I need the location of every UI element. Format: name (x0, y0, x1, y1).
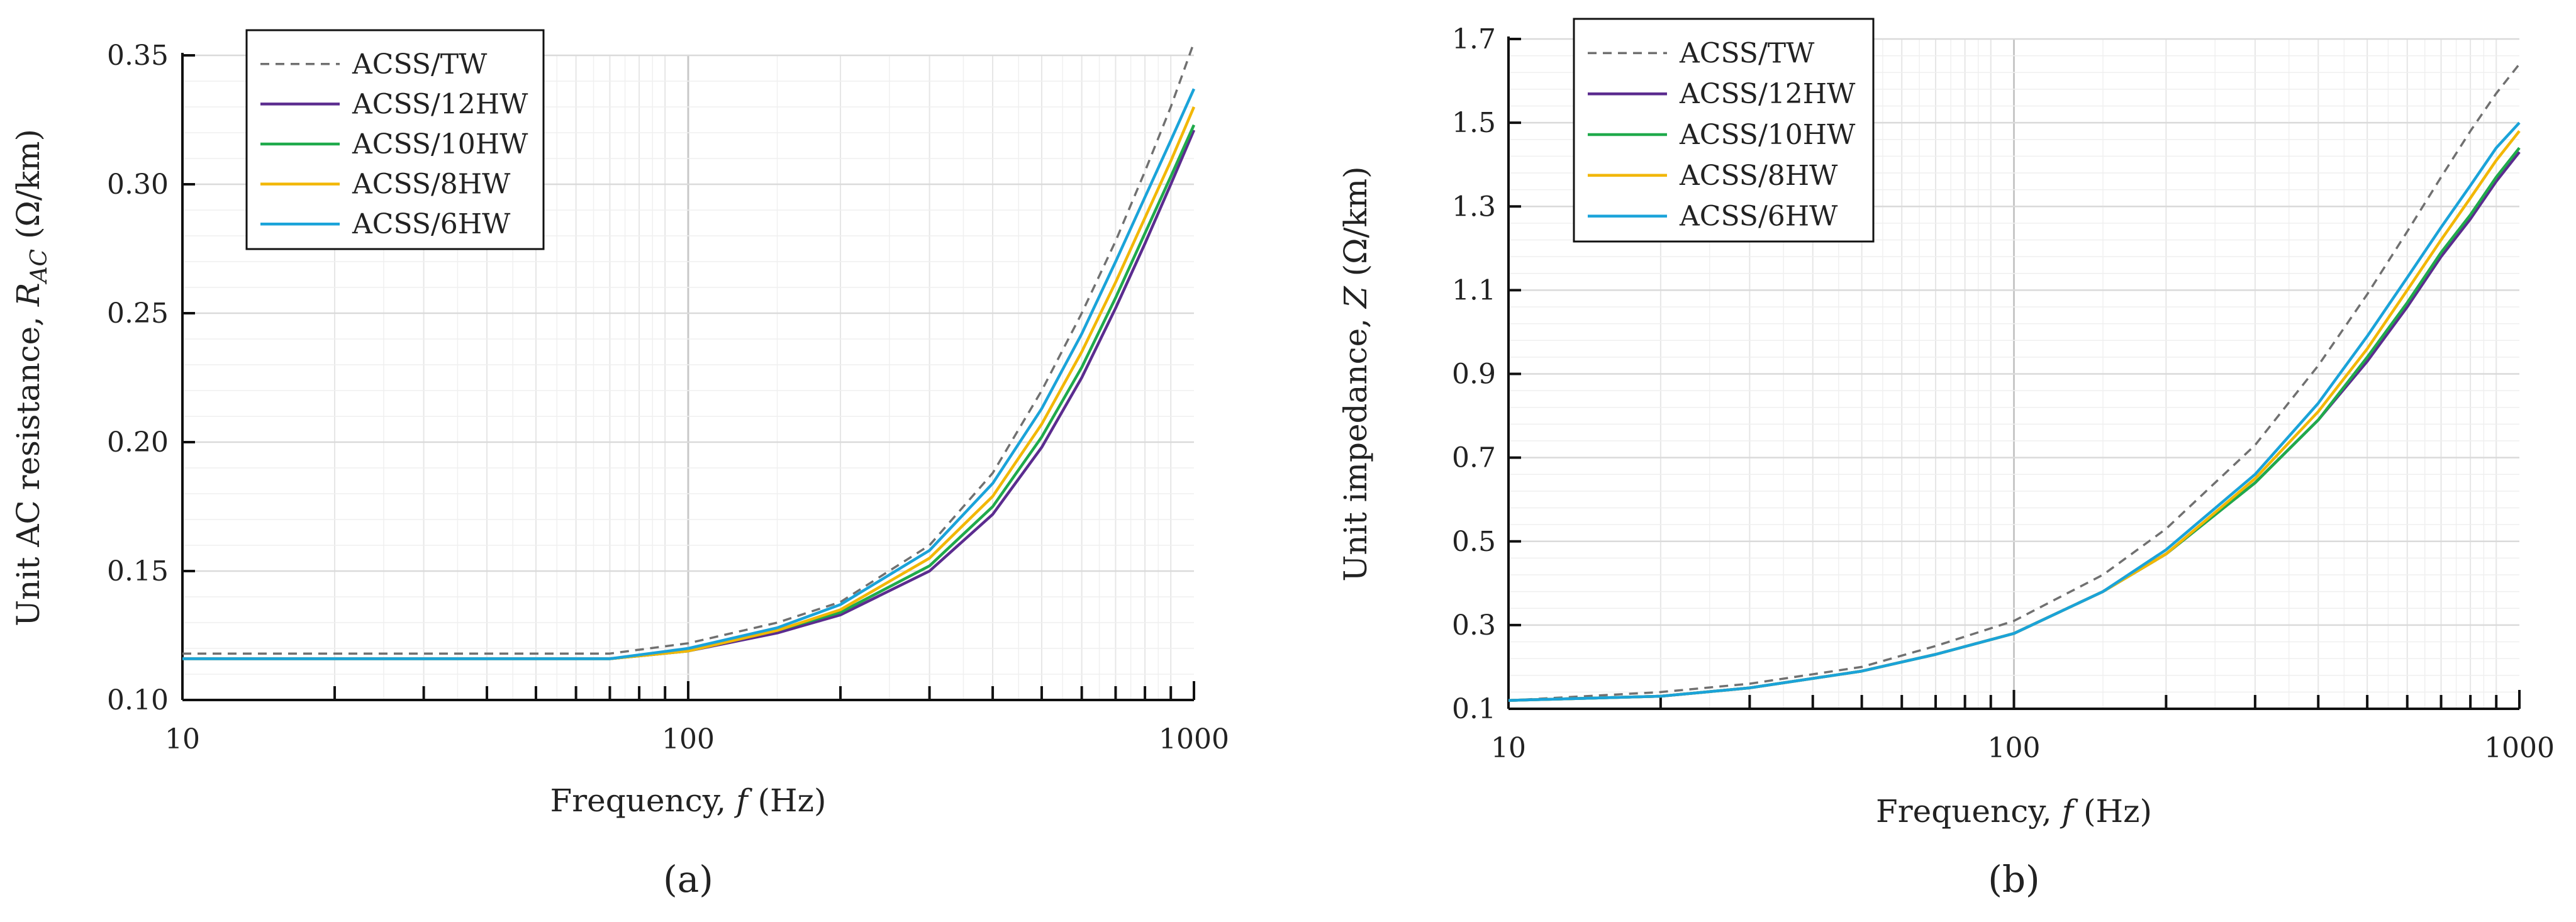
y-tick-label: 0.7 (1452, 442, 1496, 474)
chart-panel-a: 10 100 1000 0.10 0.15 0.20 0.25 0.30 0.35 ACSS/TW… (10, 29, 1229, 901)
legend-label: ACSS/10HW (352, 128, 528, 160)
x-axis-label-prefix: Frequency, (550, 782, 737, 819)
x-tick-label: 100 (662, 723, 715, 755)
y-axis-label-prefix: Unit AC resistance, (10, 306, 47, 626)
panel-label: (a) (663, 858, 713, 901)
x-axis-label-unit: (Hz) (2073, 793, 2152, 830)
y-tick-label: 0.9 (1452, 358, 1496, 391)
y-tick-label: 0.30 (107, 169, 169, 201)
series-line-acss-tw (182, 42, 1195, 655)
y-axis-label-subscript: AC (26, 249, 52, 285)
y-tick-label: 0.1 (1452, 693, 1496, 725)
y-axis-label-unit: (Ω/km) (10, 129, 47, 249)
series-line-acss-6hw (1508, 121, 2521, 702)
y-axis-label: Unit impedance, Z (Ω/km) (1337, 166, 1374, 581)
legend-box (1573, 18, 1875, 243)
y-axis-label-unit: (Ω/km) (1337, 166, 1374, 286)
legend-label: ACSS/6HW (352, 208, 511, 240)
legend-label: ACSS/10HW (1679, 119, 1856, 151)
y-tick-label: 1.1 (1452, 274, 1496, 306)
panel-label: (b) (1988, 858, 2039, 901)
x-tick-label: 10 (1491, 732, 1526, 764)
legend-label: ACSS/TW (1679, 37, 1815, 69)
legend-label: ACSS/TW (352, 48, 488, 81)
legend-label: ACSS/8HW (1679, 160, 1838, 192)
series-line-acss-tw (1508, 63, 2521, 702)
y-tick-label: 0.5 (1452, 526, 1496, 558)
legend: ACSS/TW ACSS/12HW ACSS/10HW ACSS/8HW ACSS/6H… (1573, 18, 1875, 243)
legend-label: ACSS/6HW (1679, 201, 1838, 233)
chart-panel-b: 10 100 1000 0.1 0.3 0.5 0.7 0.9 1.1 1.3 1.5 1.7 ACSS… (1337, 18, 2555, 901)
y-tick-label: 0.20 (107, 426, 169, 458)
y-tick-label: 0.3 (1452, 609, 1496, 642)
y-tick-label: 0.25 (107, 297, 169, 330)
y-tick-label: 1.3 (1452, 191, 1496, 223)
y-tick-label: 0.10 (107, 684, 169, 716)
x-axis-label: Frequency, f (Hz) (1876, 793, 2152, 830)
x-axis-label-unit: (Hz) (748, 782, 827, 819)
legend-label: ACSS/8HW (352, 169, 511, 201)
x-tick-label: 10 (165, 723, 200, 755)
x-tick-label: 1000 (2484, 732, 2555, 764)
y-axis-label-variable: Z (1337, 286, 1374, 309)
y-axis-label-prefix: Unit impedance, (1337, 308, 1374, 582)
x-tick-label: 1000 (1159, 723, 1229, 755)
legend: ACSS/TW ACSS/12HW ACSS/10HW ACSS/8HW ACSS/6H… (245, 29, 545, 250)
x-axis-label-prefix: Frequency, (1876, 793, 2062, 830)
y-axis-label-variable: R (10, 282, 47, 307)
legend-label: ACSS/12HW (1679, 78, 1856, 110)
y-tick-label: 0.15 (107, 555, 169, 587)
x-tick-label: 100 (1988, 732, 2041, 764)
y-tick-label: 0.35 (107, 40, 169, 72)
y-tick-label: 1.5 (1452, 107, 1496, 139)
legend-box (245, 29, 545, 250)
y-axis-label: Unit AC resistance, RAC (Ω/km) (10, 129, 52, 626)
x-axis-label: Frequency, f (Hz) (550, 782, 827, 819)
legend-label: ACSS/12HW (352, 88, 528, 120)
series-line-acss-6hw (182, 88, 1196, 660)
y-tick-label: 1.7 (1452, 23, 1496, 55)
